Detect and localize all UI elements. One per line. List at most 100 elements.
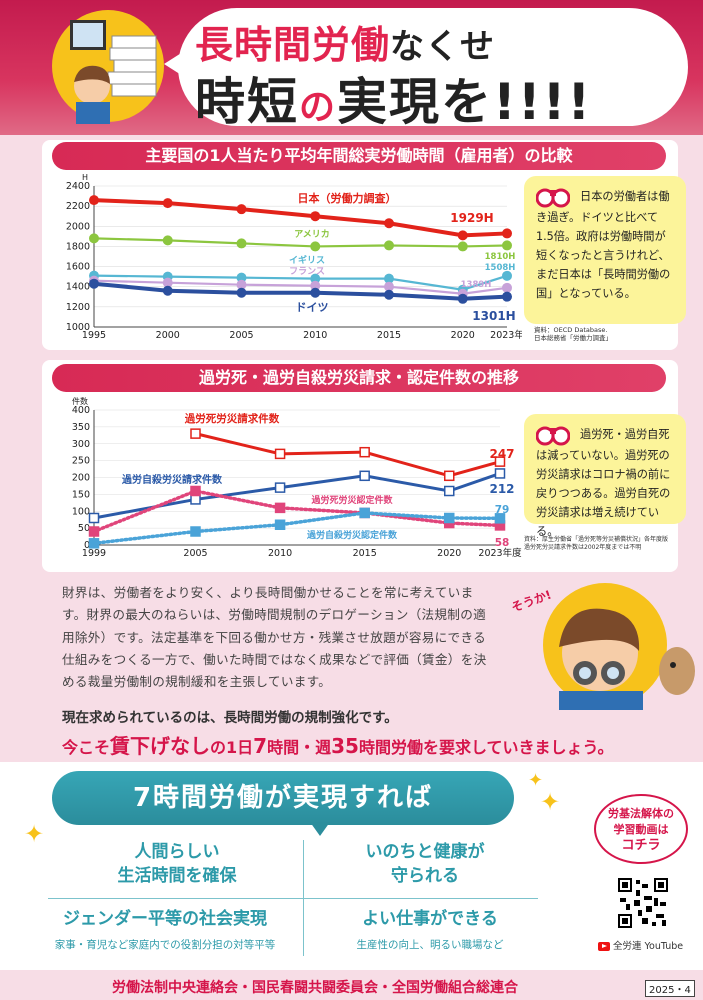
y-tick-label: 350 — [72, 422, 90, 433]
data-point — [236, 287, 247, 298]
title-red-part: 長時間労働 — [195, 23, 391, 67]
data-point — [384, 240, 394, 251]
y-tick-label: 250 — [72, 456, 90, 467]
y-unit-label: 件数 — [72, 396, 88, 406]
x-tick-label: 2005 — [229, 330, 253, 341]
y-tick-label: 400 — [72, 405, 90, 416]
data-point — [457, 230, 468, 241]
page-title-line1: 長時間労働なくせ — [195, 14, 495, 69]
x-tick-label: 2010 — [303, 330, 327, 341]
end-value-label: 1810H — [485, 252, 516, 262]
y-tick-label: 2400 — [66, 181, 90, 192]
benefits-divider-vertical — [303, 840, 304, 956]
benefit-health-l2: 守られる — [391, 866, 459, 886]
data-point — [162, 198, 173, 209]
data-point — [274, 482, 286, 493]
chart1-note: 日本の労働者は働き過ぎ。ドイツと比べて1.5倍。政府は労働時間が短くなったと言う… — [524, 176, 686, 324]
benefits-divider-horizontal — [48, 898, 538, 899]
chart1-title: 主要国の1人当たり平均年間総実労働時間（雇用者）の比較 — [52, 142, 666, 170]
emphasis-line2: 今こそ賃下げなしの1日7時間・週35時間労働を要求していきましょう。 — [62, 730, 614, 759]
data-point — [310, 211, 321, 222]
y-tick-label: 0 — [84, 540, 90, 551]
chart1-source: 資料：OECD Database. 日本総務省「労働力調査」 — [534, 326, 612, 342]
series-label: 日本（労働力調査） — [298, 191, 397, 205]
data-point — [162, 277, 173, 288]
data-point — [359, 470, 370, 482]
youtube-link[interactable]: 全労連 YouTube — [598, 938, 683, 952]
data-point — [190, 526, 201, 537]
data-point — [162, 285, 173, 296]
emph2-d: 7 — [253, 734, 268, 758]
benefit-life-time-l2: 生活時間を確保 — [117, 866, 237, 886]
data-point — [494, 513, 506, 524]
benefit-life-time-l1: 人間らしい — [134, 842, 220, 862]
chart2-title: 過労死・過労自殺労災請求・認定件数の推移 — [52, 364, 666, 392]
series-label: ドイツ — [296, 301, 329, 314]
data-point — [88, 512, 100, 524]
body-paragraph: 財界は、労働者をより安く、より長時間働かせることを常に考えています。財界の最大の… — [62, 585, 487, 690]
data-point — [236, 272, 247, 283]
page-title-line2: 時短の実現を!!!! — [195, 62, 592, 134]
y-tick-label: 1600 — [66, 262, 90, 273]
data-point — [494, 456, 506, 467]
emph2-e: 時間・週 — [267, 738, 332, 757]
data-point — [359, 507, 370, 519]
y-tick-label: 1800 — [66, 241, 90, 252]
data-point — [502, 228, 512, 239]
benefit-health: いのちと健康が 守られる — [325, 840, 525, 888]
series-label: フランス — [289, 266, 325, 277]
sparkle-icon: ✦ — [528, 770, 544, 791]
data-point — [310, 241, 321, 252]
x-tick-label: 2010 — [268, 548, 292, 559]
data-point — [310, 280, 321, 291]
sparkle-icon: ✦ — [540, 788, 561, 816]
y-tick-label: 50 — [78, 523, 90, 534]
video-badge-l1: 労基法解体の — [608, 807, 674, 820]
end-value-label: 212 — [489, 482, 514, 496]
sou-ka-exclamation: そうか! — [510, 587, 554, 614]
series-label: イギリス — [289, 254, 325, 266]
series-label: 過労自殺労災認定件数 — [306, 529, 398, 541]
title-line2-no: の — [299, 87, 338, 128]
benefit-health-l1: いのちと健康が — [365, 842, 485, 862]
series-label: 過労死労災請求件数 — [184, 412, 280, 425]
data-point — [190, 494, 201, 505]
x-tick-label: 2015 — [353, 548, 377, 559]
y-tick-label: 1400 — [66, 282, 90, 293]
x-tick-label: 2023年度 — [478, 547, 522, 559]
chart2-note-text: 過労死・過労自死は減っていない。過労死の労災請求はコロナ禍の前に戻りつつある。過… — [536, 428, 671, 538]
footer — [0, 970, 703, 1000]
data-point — [444, 485, 455, 497]
emph2-g: 時間労働を要求していきましょう。 — [358, 738, 614, 757]
benefit-good-work: よい仕事ができる 生産性の向上、明るい職場など — [325, 908, 535, 956]
chart2-source-line1: 資料：厚生労働省「過労死等労災補償状況」各年度版 — [524, 536, 669, 543]
x-tick-label: 2000 — [156, 330, 180, 341]
data-point — [457, 293, 468, 304]
chart1-source-line1: 資料：OECD Database. — [534, 326, 608, 334]
data-point — [236, 279, 247, 290]
data-point — [384, 289, 394, 300]
data-point — [190, 428, 201, 439]
data-point — [88, 538, 100, 549]
data-point — [89, 233, 99, 244]
title-bubble — [178, 8, 688, 126]
sparkle-icon: ✦ — [24, 820, 45, 848]
title-black-part: なくせ — [390, 27, 496, 67]
chart1-source-line2: 日本総務省「労働力調査」 — [534, 334, 612, 342]
benefit-gender-equality: ジェンダー平等の社会実現 家事・育児など家庭内での役割分担の対等平等 — [20, 908, 310, 956]
data-point — [310, 287, 321, 298]
data-point — [89, 195, 99, 206]
study-video-badge[interactable]: 労基法解体の 学習動画は コチラ — [594, 794, 688, 864]
data-point — [502, 270, 512, 281]
x-tick-label: 2015 — [377, 330, 401, 341]
data-point — [162, 235, 173, 246]
end-value-label: 1508H — [485, 263, 516, 273]
working-hours-line-chart: H 1000 1200 1400 1600 1800 2000 2200 2400 1995 200… — [66, 173, 522, 341]
qr-code-icon[interactable] — [618, 878, 668, 928]
x-tick-label: 1999 — [82, 548, 106, 559]
x-tick-label: 2020 — [451, 330, 475, 341]
video-badge-l2: 学習動画は — [613, 823, 669, 836]
benefit-work-sub: 生産性の向上、明るい職場など — [356, 939, 504, 951]
karoshi-claims-line-chart: 件数 0 50 100 150 200 250 300 350 400 1999 2005 2010 20… — [72, 396, 522, 559]
title-line2-b: 実現を!!!! — [337, 73, 593, 131]
